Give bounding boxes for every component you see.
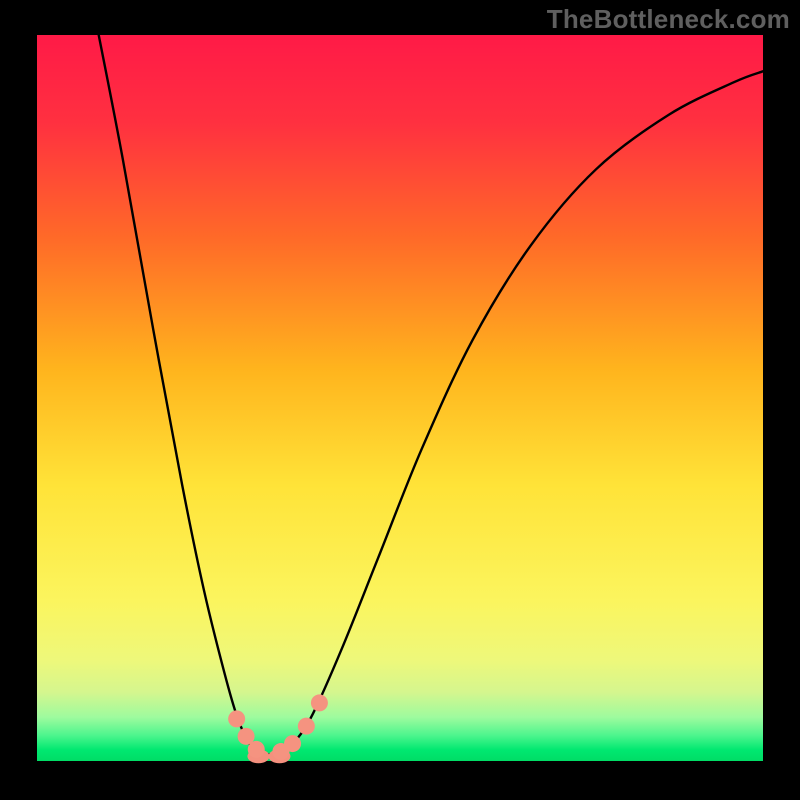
frame: TheBottleneck.com (0, 0, 800, 800)
curve-marker (248, 741, 265, 758)
gradient-plot (0, 0, 800, 800)
plot-background (37, 35, 763, 761)
curve-marker (228, 710, 245, 727)
curve-marker (311, 694, 328, 711)
curve-marker (284, 735, 301, 752)
curve-marker (298, 718, 315, 735)
watermark-text: TheBottleneck.com (547, 4, 790, 35)
